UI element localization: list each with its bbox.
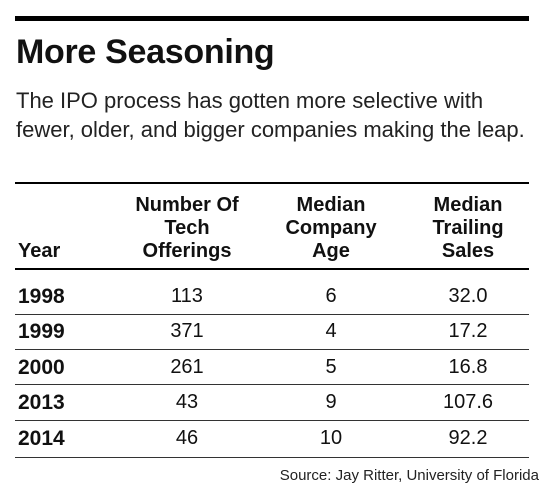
table-cell-sales: 92.2: [448, 427, 488, 449]
table-cell-offerings: 113: [171, 285, 203, 307]
table-cell-age: 5: [325, 356, 337, 378]
table-cell-age: 9: [325, 391, 337, 413]
page-subtitle: The IPO process has gotten more selectiv…: [16, 88, 525, 142]
table-cell-sales: 16.8: [448, 356, 488, 378]
table-cell-year: 2014: [18, 427, 65, 450]
column-header-offerings: Number Of Tech Offerings: [112, 194, 262, 263]
column-header-offerings-line: Offerings: [142, 240, 232, 262]
source-note: Source: Jay Ritter, University of Florid…: [279, 467, 539, 484]
column-header-sales-line: Sales: [441, 240, 495, 262]
table-cell-year: 2013: [18, 391, 65, 414]
table-bottom-rule: [15, 457, 529, 458]
column-header-age: Median Company Age: [266, 194, 396, 263]
column-header-age-line: Median: [296, 194, 366, 216]
row-divider: [15, 349, 529, 350]
column-header-age-line: Age: [312, 240, 350, 262]
page-title: More Seasoning: [16, 33, 275, 71]
table-cell-sales: 17.2: [448, 320, 488, 342]
row-divider: [15, 384, 529, 385]
table-cell-year: 2000: [18, 356, 65, 379]
column-header-sales: Median Trailing Sales: [398, 194, 538, 263]
table-cell-year: 1999: [18, 320, 65, 343]
table-cell-offerings: 261: [170, 356, 204, 378]
header-top-rule: [15, 182, 529, 184]
table-cell-age: 6: [325, 285, 337, 307]
column-header-year: Year: [18, 240, 61, 262]
row-divider: [15, 314, 529, 315]
column-header-offerings-line: Tech: [164, 217, 210, 239]
column-header-sales-line: Trailing: [432, 217, 504, 239]
table-cell-sales: 107.6: [442, 391, 494, 413]
column-header-age-line: Company: [285, 217, 377, 239]
row-divider: [15, 420, 529, 421]
table-cell-year: 1998: [18, 285, 65, 308]
header-bottom-rule: [15, 268, 529, 270]
table-cell-age: 10: [319, 427, 343, 449]
table-cell-sales: 32.0: [448, 285, 488, 307]
column-header-sales-line: Median: [433, 194, 503, 216]
table-cell-offerings: 46: [175, 427, 199, 449]
column-header-offerings-line: Number Of: [135, 194, 239, 216]
table-cell-offerings: 43: [175, 391, 199, 413]
top-rule: [15, 16, 529, 21]
table-cell-offerings: 371: [170, 320, 204, 342]
table-cell-age: 4: [325, 320, 337, 342]
